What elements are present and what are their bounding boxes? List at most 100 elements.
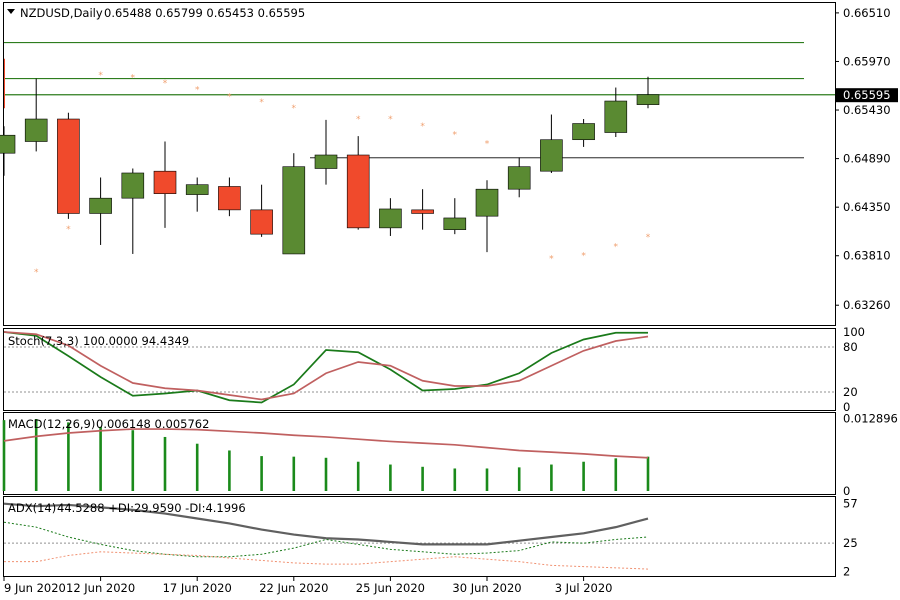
candle[interactable]: [121, 168, 145, 254]
price-tick-label: 0.64890: [843, 152, 891, 166]
stoch-tick-label: 80: [843, 340, 858, 354]
candle-body: [572, 123, 595, 141]
candle-body: [57, 118, 80, 214]
symbol-label: NZDUSD,Daily: [20, 6, 103, 20]
candle[interactable]: [24, 78, 48, 152]
candle[interactable]: [507, 157, 531, 198]
stoch-pane: [3, 331, 835, 404]
candle-body: [153, 170, 177, 194]
stoch-values: 100.0000 94.4349: [83, 334, 189, 348]
sar-dot: *: [259, 98, 264, 108]
candle[interactable]: [57, 112, 80, 219]
candle[interactable]: [153, 141, 177, 228]
candle[interactable]: [89, 177, 112, 245]
x-tick-label: 12 Jun 2020: [66, 581, 135, 595]
adx-pane: [3, 502, 835, 570]
candle-body: [507, 166, 531, 190]
macd-tick-label: 0: [843, 484, 850, 498]
sar-dot: *: [195, 85, 200, 95]
candle-body: [475, 188, 499, 217]
candle-body: [218, 186, 241, 211]
candle[interactable]: [379, 198, 402, 236]
sar-dot: *: [485, 139, 490, 149]
candle-body: [314, 154, 338, 169]
macd-pane-frame: [3, 412, 836, 495]
stoch-tick-label: 0: [843, 400, 850, 414]
x-tick-label: 3 Jul 2020: [555, 581, 613, 595]
adx-values: 44.5288 +DI:29.9590 -DI:4.1996: [57, 501, 246, 515]
sar-dot: *: [614, 243, 619, 253]
candle-body: [89, 197, 112, 214]
candle[interactable]: [475, 180, 499, 253]
x-tick-label: 22 Jun 2020: [259, 581, 328, 595]
price-tick-label: 0.63810: [843, 249, 891, 263]
price-tick-label: 0.66510: [843, 6, 891, 20]
candle-body: [411, 209, 434, 214]
candle[interactable]: [572, 119, 595, 147]
sar-dot: *: [646, 233, 651, 243]
x-tick-label: 25 Jun 2020: [356, 581, 425, 595]
price-tick-label: 0.64350: [843, 200, 891, 214]
sar-dot: *: [388, 115, 393, 125]
adx-tick-label: 2: [843, 565, 850, 579]
macd-title: MACD(12,26,9): [8, 417, 95, 431]
stoch-signal-line: [3, 331, 649, 401]
sar-dot: *: [66, 225, 71, 235]
macd-values: 0.006148 0.005762: [96, 417, 209, 431]
price-pane-frame: [3, 2, 836, 326]
sar-dot: *: [131, 74, 136, 84]
price-pane: * * * * * * * * * * * * * * * * * *: [0, 41, 835, 278]
adx-tick-label: 25: [843, 536, 858, 550]
sar-dot: *: [549, 254, 554, 264]
sar-dot: *: [581, 252, 586, 262]
current-price-badge: [836, 88, 898, 103]
candle[interactable]: [604, 87, 628, 138]
stoch-tick-label: 20: [843, 385, 858, 399]
adx-tick-label: 57: [843, 497, 858, 511]
candle[interactable]: [0, 126, 16, 176]
price-tick-label: 0.63260: [843, 298, 891, 312]
adx-pane-frame: [3, 496, 836, 577]
x-tick-label: 30 Jun 2020: [452, 581, 521, 595]
sar-dot: *: [453, 130, 458, 140]
current-price-label: 0.65595: [843, 88, 891, 102]
x-tick-label: 9 Jun 2020: [4, 581, 66, 595]
dropdown-triangle-icon[interactable]: [7, 9, 15, 14]
candle[interactable]: [185, 177, 209, 212]
candle-body: [443, 217, 467, 230]
macd-tick-label: 0.012896: [843, 411, 898, 425]
macd-signal-line: [3, 428, 649, 459]
candle[interactable]: [411, 189, 434, 230]
candle-body: [282, 166, 306, 255]
sar-dot: *: [227, 93, 232, 103]
candle-body: [24, 118, 48, 142]
sar-dot: *: [356, 115, 361, 125]
candle-body: [185, 184, 209, 195]
candle[interactable]: [282, 153, 306, 255]
candle[interactable]: [443, 198, 467, 235]
candle-body: [121, 172, 145, 199]
sar-dot: *: [420, 122, 425, 132]
candle[interactable]: [250, 184, 273, 237]
stoch-title: Stoch(7,3,3): [8, 334, 79, 348]
sar-dot: *: [163, 79, 168, 89]
candle-body: [0, 134, 16, 154]
candle[interactable]: [218, 177, 241, 217]
price-tick-label: 0.65430: [843, 103, 891, 117]
candle[interactable]: [540, 114, 563, 173]
candle-body: [636, 94, 660, 105]
candle[interactable]: [314, 119, 338, 185]
stoch-pane-frame: [3, 328, 836, 411]
candle-body: [604, 100, 628, 133]
candle-body: [346, 154, 370, 229]
macd-pane: [2, 418, 650, 491]
sar-dot: *: [292, 104, 297, 114]
sar-dot: *: [34, 268, 39, 278]
stoch-main-line: [3, 331, 648, 404]
candle[interactable]: [636, 76, 660, 109]
candle-body: [379, 208, 402, 229]
candle[interactable]: [346, 136, 370, 230]
candle-body: [540, 139, 563, 172]
axes-layer: 0.66510 0.65970 0.65430 0.64890 0.64350 0.638…: [3, 6, 898, 595]
